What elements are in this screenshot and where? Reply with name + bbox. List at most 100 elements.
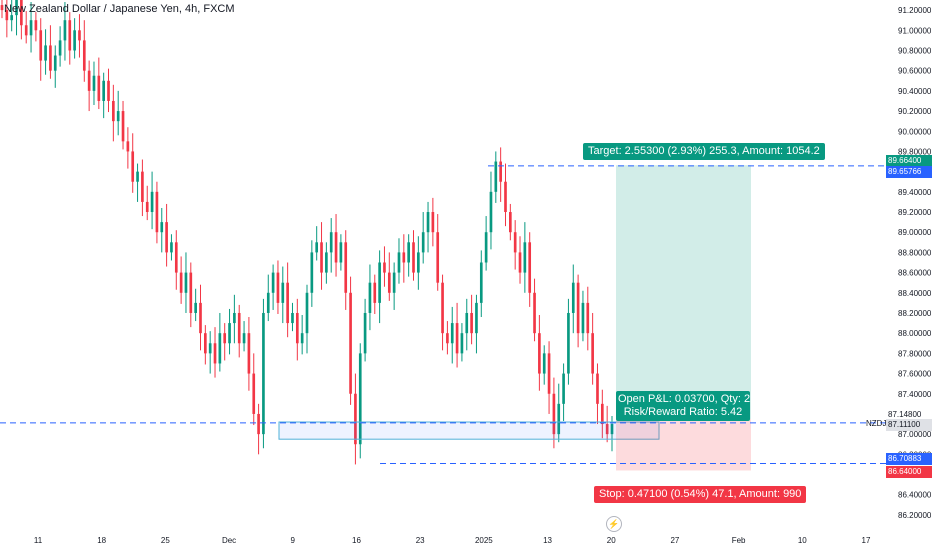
candle-body <box>194 302 197 313</box>
candle-body <box>509 212 512 233</box>
candle-body <box>436 232 440 283</box>
candle-body <box>141 171 144 202</box>
y-tick-label: 87.80000 <box>898 349 932 358</box>
symbol-tag: NZDJPY <box>866 419 898 428</box>
candle-body <box>199 302 202 334</box>
x-tick-label: 18 <box>97 536 106 545</box>
candle-body <box>605 424 609 435</box>
candle-body <box>465 312 469 334</box>
candle-body <box>402 252 406 263</box>
price-tag: 89.65766 <box>886 165 932 178</box>
x-tick-label: 25 <box>161 536 170 545</box>
y-tick-label: 86.40000 <box>898 491 932 500</box>
candle-body <box>407 242 410 263</box>
candle-body <box>257 413 260 435</box>
candle-body <box>24 25 28 36</box>
candle-body <box>295 312 299 344</box>
x-tick-label: 13 <box>543 536 552 545</box>
y-tick-label: 89.40000 <box>898 188 932 197</box>
profit-zone[interactable] <box>616 165 751 420</box>
y-tick-label: 90.80000 <box>898 46 932 55</box>
candle-body <box>581 302 585 334</box>
y-tick-label: 91.00000 <box>898 26 932 35</box>
time-axis[interactable]: 11 18 25 Dec 9 16 23 2025 13 20 27 Feb 10 17 <box>34 536 871 545</box>
candle-body <box>470 312 473 334</box>
candle-body <box>107 80 110 101</box>
candle-body <box>44 45 47 61</box>
candle-body <box>479 262 483 303</box>
candle-body <box>112 100 115 122</box>
x-tick-label: Dec <box>222 536 236 545</box>
drawings-group <box>0 165 890 471</box>
candle-body <box>368 282 372 313</box>
candle-body <box>450 323 454 344</box>
candle-body <box>204 333 207 354</box>
candle-body <box>320 242 323 273</box>
target-label[interactable]: Target: 2.55300 (2.93%) 255.3, Amount: 1… <box>583 143 825 160</box>
candle-body <box>363 312 367 354</box>
candle-body <box>412 242 415 273</box>
candle-body <box>392 272 396 293</box>
pnl-label[interactable]: Open P&L: 0.03700, Qty: 2123 Risk/Reward… <box>616 391 768 421</box>
candle-body <box>174 242 178 273</box>
price-tag: 86.64000 <box>886 466 932 479</box>
candle-body <box>252 373 256 414</box>
candle-body <box>373 282 377 303</box>
candle-body <box>53 55 57 71</box>
candle-body <box>431 212 435 233</box>
y-tick-label: 87.60000 <box>898 370 932 379</box>
x-tick-label: 17 <box>862 536 871 545</box>
candle-body <box>397 252 401 273</box>
candle-body <box>160 222 164 233</box>
candle-body <box>58 40 62 56</box>
candle-body <box>586 302 590 334</box>
candle-body <box>184 272 188 293</box>
x-tick-label: 9 <box>291 536 296 545</box>
candle-body <box>305 292 309 334</box>
candle-body <box>600 403 604 425</box>
x-tick-label: 20 <box>607 536 616 545</box>
candle-body <box>223 333 227 344</box>
y-tick-label: 86.20000 <box>898 511 932 520</box>
y-tick-label: 88.60000 <box>898 269 932 278</box>
candle-body <box>276 272 280 303</box>
candle-body <box>116 111 120 122</box>
demand-zone[interactable] <box>278 421 660 440</box>
candle-body <box>358 353 362 445</box>
candle-body <box>475 302 478 334</box>
x-tick-label: 23 <box>416 536 425 545</box>
y-tick-label: 88.80000 <box>898 248 932 257</box>
candle-body <box>518 252 522 273</box>
loss-zone[interactable] <box>616 419 751 471</box>
candle-body <box>82 40 86 71</box>
candle-body <box>610 424 614 435</box>
candle-body <box>39 30 43 61</box>
candle-body <box>383 262 386 273</box>
candle-body <box>315 242 319 253</box>
candle-body <box>247 333 251 374</box>
candle-body <box>528 242 532 293</box>
candle-body <box>121 111 125 142</box>
candle-body <box>170 242 173 253</box>
stop-label[interactable]: Stop: 0.47100 (0.54%) 47.1, Amount: 990 <box>594 486 807 503</box>
candle-body <box>446 333 449 344</box>
candle-body <box>155 191 159 233</box>
candle-body <box>567 312 570 374</box>
candle-body <box>136 171 139 182</box>
candle-body <box>339 242 343 263</box>
candle-body <box>523 242 527 273</box>
candle-body <box>489 191 493 233</box>
candle-body <box>102 80 105 101</box>
y-tick-label: 90.20000 <box>898 107 932 116</box>
y-tick-label: 89.20000 <box>898 208 932 217</box>
candles-group <box>0 0 614 465</box>
candle-body <box>131 151 135 182</box>
candle-body <box>49 45 52 71</box>
candle-body <box>165 222 168 253</box>
candle-body <box>484 232 488 263</box>
candle-body <box>441 282 444 334</box>
candle-body <box>547 353 551 394</box>
lightning-icon[interactable]: ⚡ <box>606 516 622 532</box>
candle-body <box>291 312 294 324</box>
